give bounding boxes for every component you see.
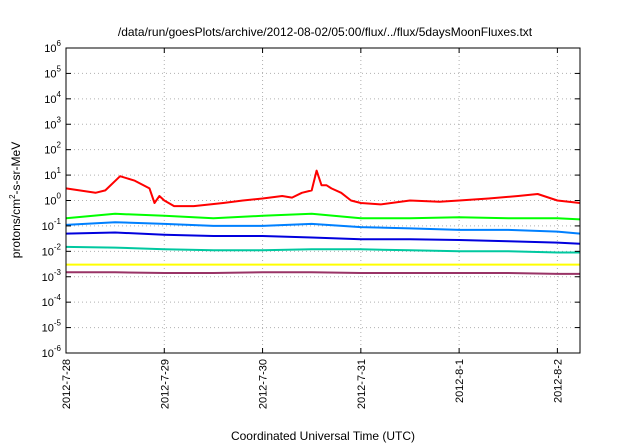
- x-axis-label: Coordinated Universal Time (UTC): [231, 429, 415, 443]
- y-tick-base: 10: [44, 43, 56, 55]
- series-line-7: [66, 271, 580, 275]
- y-tick-label: 100: [44, 192, 61, 208]
- y-tick-exp: -6: [54, 344, 62, 353]
- y-tick-exp: 3: [57, 115, 62, 124]
- y-tick-label: 104: [44, 90, 61, 106]
- y-tick-label: 10-3: [42, 268, 62, 284]
- y-tick-exp: 4: [57, 90, 62, 99]
- chart-title: /data/run/goesPlots/archive/2012-08-02/0…: [118, 25, 533, 39]
- y-tick-exp: 0: [57, 192, 62, 201]
- y-tick-base: 10: [44, 196, 56, 208]
- y-tick-base: 10: [42, 297, 54, 309]
- x-tick-label: 2012-7-29: [159, 359, 171, 409]
- y-tick-label: 10-4: [42, 293, 62, 309]
- y-tick-base: 10: [42, 246, 54, 258]
- y-tick-base: 10: [44, 145, 56, 157]
- y-tick-label: 10-2: [42, 242, 62, 258]
- y-axis-label-exp: 2: [8, 194, 17, 199]
- y-tick-base: 10: [44, 119, 56, 131]
- x-axis: 2012-7-28 2012-7-29 2012-7-30 2012-7-31 2012…: [61, 48, 564, 409]
- x-tick-label: 2012-7-30: [258, 359, 270, 409]
- y-tick-label: 10-1: [42, 217, 62, 233]
- series-line-5: [65, 245, 580, 254]
- y-tick-base: 10: [42, 323, 54, 335]
- y-tick-exp: 6: [57, 39, 62, 48]
- y-tick-exp: -5: [54, 319, 62, 328]
- y-tick-exp: 2: [57, 141, 62, 150]
- y-tick-base: 10: [44, 170, 56, 182]
- y-tick-base: 10: [42, 272, 54, 284]
- y-tick-base: 10: [44, 68, 56, 80]
- series-group: [65, 169, 581, 275]
- y-tick-exp: 1: [57, 166, 62, 175]
- y-tick-base: 10: [42, 221, 54, 233]
- y-tick-exp: -1: [54, 217, 62, 226]
- y-tick-exp: -2: [54, 242, 62, 251]
- y-tick-label: 101: [44, 166, 61, 182]
- x-tick-label: 2012-7-28: [61, 359, 73, 409]
- y-axis-label-rest: -s-sr-MeV: [9, 142, 23, 195]
- grid: [66, 48, 580, 353]
- y-axis-label-main: protons/cm: [9, 199, 23, 258]
- y-tick-label: 105: [44, 64, 61, 80]
- y-tick-label: 103: [44, 115, 61, 131]
- y-tick-exp: -3: [54, 268, 62, 277]
- y-tick-label: 10-5: [42, 319, 62, 335]
- y-axis-label: protons/cm2-s-sr-MeV: [8, 142, 23, 258]
- x-tick-label: 2012-8-2: [552, 359, 564, 403]
- y-tick-base: 10: [42, 348, 54, 360]
- series-line-3: [65, 221, 581, 235]
- y-tick-exp: 5: [57, 64, 62, 73]
- y-tick-base: 10: [44, 94, 56, 106]
- series-line-1: [65, 169, 581, 208]
- y-axis: 10-610-510-410-310-210-11001011021031041…: [42, 39, 580, 360]
- y-tick-exp: -4: [54, 293, 62, 302]
- x-tick-label: 2012-8-1: [454, 359, 466, 403]
- y-tick-label: 10-6: [42, 344, 62, 360]
- y-tick-label: 106: [44, 39, 61, 55]
- y-tick-label: 102: [44, 141, 61, 157]
- x-tick-label: 2012-7-31: [356, 359, 368, 409]
- series-line-2: [65, 212, 581, 221]
- series-line-4: [65, 231, 581, 245]
